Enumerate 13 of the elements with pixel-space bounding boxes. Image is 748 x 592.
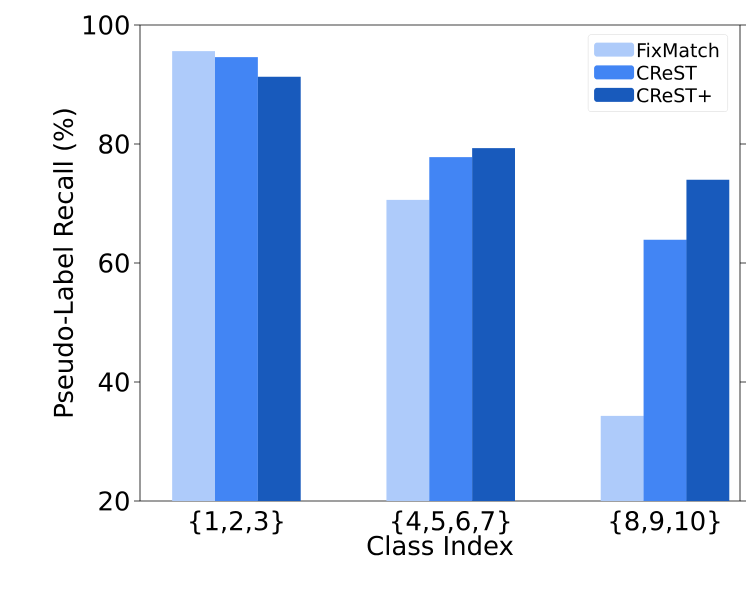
x-tick-label: {4,5,6,7} — [392, 510, 510, 534]
x-tick-label: {8,9,10} — [610, 510, 720, 534]
y-tick-label: 20 — [99, 491, 129, 511]
legend-label: CReST+ — [637, 88, 711, 102]
y-axis-title: Pseudo-Label Recall (%) — [53, 109, 76, 416]
y-tick-label: 80 — [99, 134, 129, 154]
legend-label: FixMatch — [638, 42, 718, 58]
y-tick-label: 100 — [84, 15, 129, 35]
legend-label: CReST — [637, 66, 697, 80]
x-axis-title: Class Index — [368, 535, 514, 556]
x-tick-label: {1,2,3} — [190, 510, 283, 534]
y-tick-label: 60 — [99, 253, 129, 273]
y-tick-label: 40 — [98, 372, 129, 392]
